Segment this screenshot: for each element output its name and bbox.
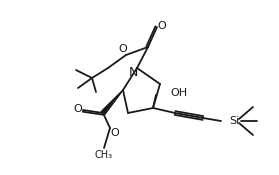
Text: O: O <box>158 21 166 31</box>
Text: O: O <box>111 128 119 138</box>
Text: O: O <box>119 44 128 54</box>
Text: N: N <box>128 65 138 79</box>
Polygon shape <box>101 90 123 114</box>
Text: Si: Si <box>229 116 239 126</box>
Text: CH₃: CH₃ <box>95 150 113 160</box>
Text: OH: OH <box>170 88 187 98</box>
Text: O: O <box>74 104 82 114</box>
